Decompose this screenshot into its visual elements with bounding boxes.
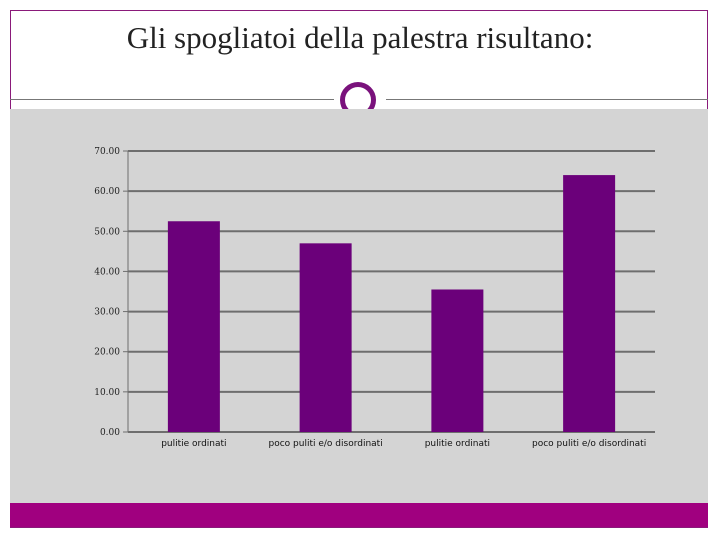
slide-title: Gli spogliatoi della palestra risultano: xyxy=(126,20,594,55)
footer-bar xyxy=(10,503,708,527)
bar xyxy=(299,243,352,432)
bar xyxy=(563,175,616,433)
title-rule-left xyxy=(10,99,334,100)
y-tick-label: 70.00 xyxy=(94,147,120,157)
bar xyxy=(167,221,220,432)
y-tick-label: 60.00 xyxy=(94,187,120,197)
bar xyxy=(431,289,484,432)
x-category-label: poco puliti e/o disordinati xyxy=(532,439,646,449)
y-tick-label: 50.00 xyxy=(94,227,120,237)
y-tick-label: 20.00 xyxy=(94,348,120,358)
y-tick-label: 0.00 xyxy=(100,428,120,438)
y-tick-label: 40.00 xyxy=(94,267,120,277)
x-category-label: pulitie ordinati xyxy=(425,439,490,449)
x-category-label: pulitie ordinati xyxy=(161,439,226,449)
title-rule-right xyxy=(386,99,708,100)
y-tick-label: 30.00 xyxy=(94,308,120,318)
x-category-label: poco puliti e/o disordinati xyxy=(269,439,383,449)
y-tick-label: 10.00 xyxy=(94,388,120,398)
